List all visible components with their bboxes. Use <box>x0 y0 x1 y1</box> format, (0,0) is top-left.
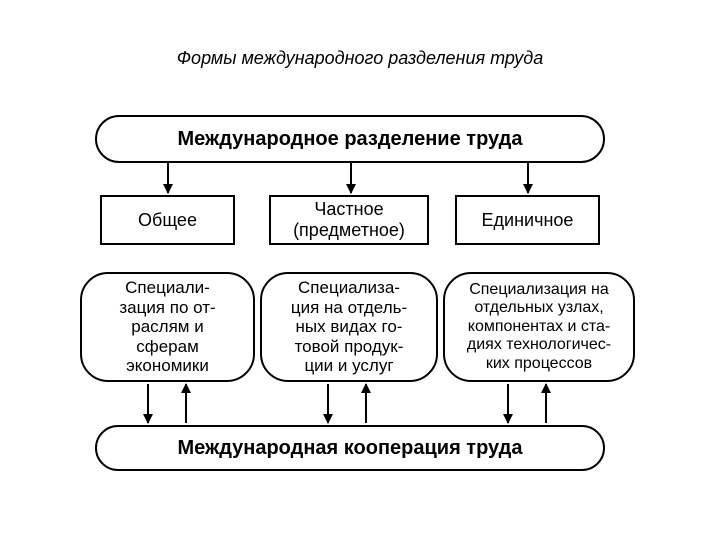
arrow-bot-2-down <box>507 384 509 423</box>
node-pill-2-label: Специализация на отдельных узлах, компон… <box>467 281 611 373</box>
node-pill-1: Специализа- ция на отдель- ных видах го-… <box>260 272 438 382</box>
arrow-top-2 <box>527 163 529 193</box>
node-rect-0-label: Общее <box>138 210 197 231</box>
node-pill-1-label: Специализа- ция на отдель- ных видах го-… <box>291 278 407 376</box>
arrow-bot-1-up <box>365 384 367 423</box>
node-rect-2-label: Единичное <box>482 210 574 231</box>
arrow-bot-2-up <box>545 384 547 423</box>
arrow-bot-1-down <box>327 384 329 423</box>
node-rect-2: Единичное <box>455 195 600 245</box>
node-rect-1-label: Частное (предметное) <box>293 199 405 240</box>
arrow-top-0 <box>167 163 169 193</box>
node-pill-0-label: Специали- зация по от- раслям и сферам э… <box>119 278 215 376</box>
node-bottom-label: Международная кооперация труда <box>178 437 523 460</box>
node-top: Международное разделение труда <box>95 115 605 163</box>
node-pill-2: Специализация на отдельных узлах, компон… <box>443 272 635 382</box>
arrow-top-1 <box>350 163 352 193</box>
node-pill-0: Специали- зация по от- раслям и сферам э… <box>80 272 255 382</box>
node-rect-1: Частное (предметное) <box>269 195 429 245</box>
arrow-bot-0-down <box>147 384 149 423</box>
node-top-label: Международное разделение труда <box>178 128 523 151</box>
node-rect-0: Общее <box>100 195 235 245</box>
diagram-title: Формы международного разделения труда <box>0 48 720 69</box>
arrow-bot-0-up <box>185 384 187 423</box>
node-bottom: Международная кооперация труда <box>95 425 605 471</box>
